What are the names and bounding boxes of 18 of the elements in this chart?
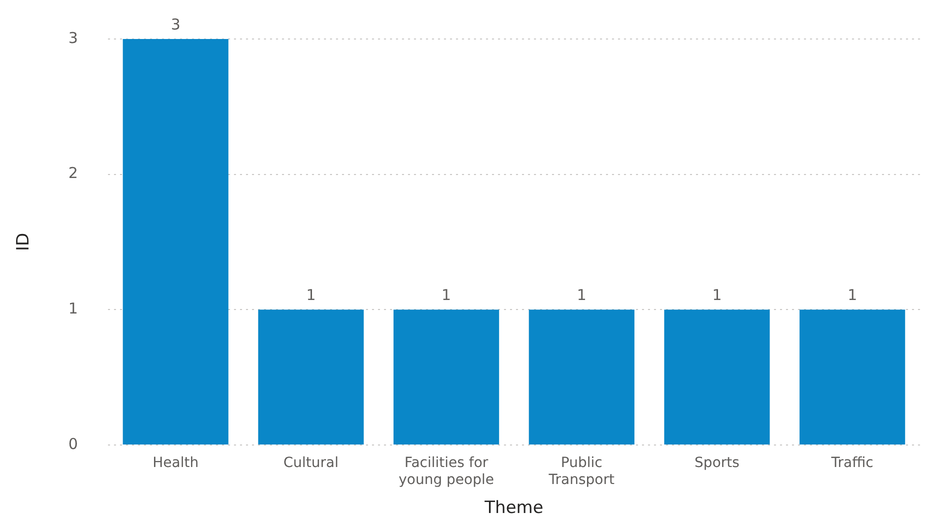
x-tick-label: Public Transport xyxy=(548,455,615,488)
x-tick-label: Cultural xyxy=(283,455,339,472)
x-axis-title: Theme xyxy=(484,498,544,518)
y-tick-label: 1 xyxy=(68,300,78,318)
y-tick-label: 0 xyxy=(68,434,78,453)
x-tick-label: Facilities for young people xyxy=(398,455,494,488)
data-label: 1 xyxy=(712,286,722,304)
data-label: 1 xyxy=(576,286,586,304)
y-axis-title: ID xyxy=(14,232,34,252)
data-label: 3 xyxy=(170,15,180,34)
data-label: 1 xyxy=(306,286,316,304)
x-tick-label: Sports xyxy=(694,455,740,472)
x-tick-label: Health xyxy=(152,455,199,472)
y-tick-label: 3 xyxy=(68,28,78,47)
x-tick-label: Traffic xyxy=(830,455,874,472)
data-label: 1 xyxy=(848,286,858,304)
data-label: 1 xyxy=(442,286,452,304)
y-tick-label: 2 xyxy=(68,164,78,182)
